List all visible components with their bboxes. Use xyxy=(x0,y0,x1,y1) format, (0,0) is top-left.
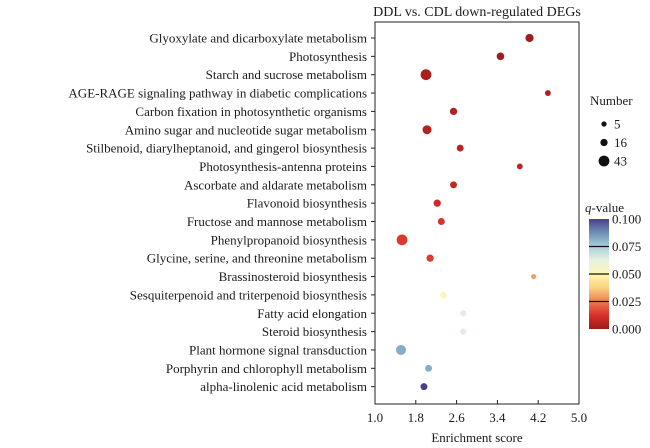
data-point xyxy=(425,364,433,372)
x-tick-label: 4.2 xyxy=(530,410,546,425)
size-legend-dot xyxy=(598,155,610,167)
y-tick-label: Steroid biosynthesis xyxy=(262,324,367,339)
data-point xyxy=(396,344,407,355)
color-legend-title-q: q xyxy=(585,200,592,215)
data-point xyxy=(440,291,447,299)
y-tick-label: Flavonoid biosynthesis xyxy=(247,196,367,211)
x-tick-label: 1.8 xyxy=(408,410,424,425)
x-tick-label: 3.4 xyxy=(489,410,506,425)
colorbar-tick-label: 0.000 xyxy=(612,322,641,337)
data-point xyxy=(516,163,523,170)
y-tick-label: Fructose and mannose metabolism xyxy=(187,214,367,229)
chart-title: DDL vs. CDL down-regulated DEGs xyxy=(373,5,581,20)
y-tick-label: Glycine, serine, and threonine metabolis… xyxy=(147,251,367,266)
colorbar-tick-label: 0.075 xyxy=(612,239,641,254)
data-point xyxy=(460,328,467,335)
y-tick-label: Glyoxylate and dicarboxylate metabolism xyxy=(149,31,367,46)
x-axis-label: Enrichment score xyxy=(431,430,523,445)
y-axis: Glyoxylate and dicarboxylate metabolism P… xyxy=(68,31,375,394)
size-legend-label: 16 xyxy=(614,135,628,150)
x-tick-label: 2.6 xyxy=(448,410,465,425)
y-tick-label: Starch and sucrose metabolism xyxy=(206,67,367,82)
y-tick-label: Stilbenoid, diarylheptanoid, and gingero… xyxy=(86,141,367,156)
data-point xyxy=(531,273,537,280)
data-point xyxy=(422,125,432,135)
size-legend: 5 16 43 xyxy=(598,117,628,169)
y-tick-label: Sesquiterpenoid and triterpenoid biosynt… xyxy=(130,287,367,302)
x-tick-label: 5.0 xyxy=(571,410,587,425)
y-tick-label: alpha-linolenic acid metabolism xyxy=(200,379,367,394)
y-tick-label: Amino sugar and nucleotide sugar metabol… xyxy=(125,122,367,137)
colorbar-tick-label: 0.025 xyxy=(612,294,641,309)
data-point xyxy=(433,199,441,207)
data-point xyxy=(450,181,458,189)
data-point xyxy=(460,310,467,317)
colorbar-ticks: 0.100 0.075 0.050 0.025 0.000 xyxy=(589,212,641,337)
x-tick-label: 1.0 xyxy=(367,410,383,425)
y-tick-label: Photosynthesis xyxy=(289,49,367,64)
y-tick-label: Fatty acid elongation xyxy=(257,306,367,321)
color-legend-title: q-value xyxy=(585,200,624,215)
data-point xyxy=(544,90,551,96)
data-point xyxy=(437,218,445,225)
y-tick-label: Porphyrin and chlorophyll metabolism xyxy=(166,361,367,376)
data-point xyxy=(420,383,428,391)
y-tick-label: AGE-RAGE signaling pathway in diabetic c… xyxy=(68,86,367,101)
y-tick-label: Phenylpropanoid biosynthesis xyxy=(211,232,367,247)
color-legend-title-rest: -value xyxy=(592,200,625,215)
size-legend-dot xyxy=(600,138,608,147)
colorbar-tick-label: 0.050 xyxy=(612,267,641,282)
size-legend-label: 43 xyxy=(614,154,627,169)
data-points xyxy=(396,33,551,391)
data-point xyxy=(426,254,434,262)
data-point xyxy=(420,69,432,81)
size-legend-label: 5 xyxy=(614,117,621,132)
y-tick-label: Carbon fixation in photosynthetic organi… xyxy=(135,104,367,119)
data-point xyxy=(456,144,464,152)
y-tick-label: Plant hormone signal transduction xyxy=(189,342,368,357)
y-tick-label: Ascorbate and aldarate metabolism xyxy=(184,177,367,192)
plot-frame xyxy=(374,21,580,405)
x-axis: 1.0 1.8 2.6 3.4 4.2 5.0 xyxy=(367,400,587,425)
size-legend-title: Number xyxy=(590,93,633,108)
data-point xyxy=(396,234,408,246)
data-point xyxy=(496,52,505,61)
y-tick-label: Photosynthesis-antenna proteins xyxy=(199,159,367,174)
colorbar-tick-label: 0.100 xyxy=(612,212,641,227)
y-tick-label: Brassinosteroid biosynthesis xyxy=(219,269,367,284)
data-point xyxy=(525,33,534,43)
size-legend-dot xyxy=(601,121,607,127)
data-point xyxy=(449,107,458,116)
